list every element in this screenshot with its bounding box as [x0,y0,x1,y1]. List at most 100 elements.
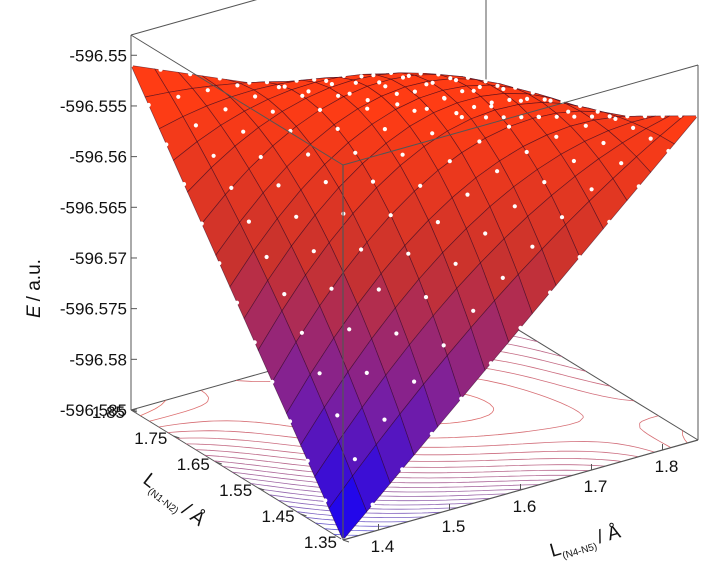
grid-point [371,73,376,78]
grid-point [211,153,216,158]
y-tick-mark [300,513,307,517]
grid-point [483,231,488,236]
grid-point [299,330,304,335]
grid-point [607,219,612,224]
grid-point [336,93,341,98]
box-edge-right-bottom [485,309,699,441]
grid-point [459,115,464,120]
grid-point [158,67,163,72]
grid-point [306,89,311,94]
x-tick-label: 1.6 [513,497,537,516]
y-tick-label: 1.85 [92,403,125,422]
y-axis-label: L(N1-N2)/ Å [137,469,209,533]
grid-point [471,88,476,93]
grid-point [483,115,489,120]
grid-point [294,214,299,219]
grid-point [205,88,210,93]
grid-point [506,124,512,129]
grid-point [525,96,530,101]
grid-point [524,149,529,155]
grid-point [376,287,381,292]
x-axis-label: L(N4-N5)/ Å [548,522,624,565]
grid-point [287,419,293,424]
grid-point [548,290,553,295]
grid-point [276,183,281,188]
grid-point [495,83,500,88]
grid-point [423,295,429,300]
y-tick-mark [258,487,265,491]
grid-point [181,182,187,187]
grid-point [229,185,234,190]
y-tick-mark [173,435,180,439]
z-axis-ticks: -596.55 -596.555 -596.56 -596.565 -596.57 -59… [60,46,137,420]
grid-point [495,169,500,174]
grid-point [430,80,435,85]
box-edge-left-bottom [130,409,344,541]
grid-point [394,91,399,96]
grid-point [306,152,311,157]
grid-point [352,457,357,462]
grid-point [448,76,453,81]
grid-point [359,247,364,252]
grid-point [648,136,653,141]
y-tick-label: 1.75 [134,429,167,448]
grid-point [477,84,482,90]
grid-point [625,114,630,119]
grid-point [264,254,269,260]
y-tick-label: 1.55 [219,481,252,500]
grid-point [454,111,459,116]
grid-point [406,251,411,256]
grid-point [435,220,440,225]
grid-points [128,63,701,543]
z-tick-label: -596.57 [69,249,127,268]
x-tick-label: 1.5 [442,517,466,536]
y-tick-label: 1.65 [177,455,210,474]
x-tick-label: 1.7 [584,477,608,496]
box-edge-back-top [130,0,258,36]
grid-point [660,113,665,119]
grid-point [501,86,506,92]
grid-point [424,106,429,111]
grid-point [536,114,542,120]
grid-point [465,192,470,197]
z-axis-label: E/ a.u. [24,259,45,318]
grid-point [436,72,441,77]
grid-point [631,125,636,130]
grid-point [530,90,535,95]
grid-point [441,343,446,348]
z-tick-label: -596.56 [69,148,127,167]
grid-point [489,100,494,105]
grid-point [566,109,571,114]
grid-point [193,123,198,128]
grid-point [217,261,222,266]
grid-point [518,325,523,330]
grid-point [418,183,423,188]
grid-point [146,102,151,108]
grid-point [471,308,476,313]
y-tick-mark [130,409,138,413]
grid-point [418,71,423,76]
grid-point [253,94,258,99]
grid-point [501,115,506,120]
grid-point [447,159,452,164]
grid-point [412,379,417,384]
grid-point [424,82,429,87]
grid-point [341,73,346,78]
grid-point [613,116,618,121]
box-edge-top-right [342,64,699,166]
grid-point [589,114,595,119]
grid-point [323,180,328,185]
grid-point [252,340,257,345]
grid-point [642,114,648,119]
grid-point [507,97,512,102]
grid-point [188,72,193,77]
z-tick-label: -596.555 [60,97,127,116]
x-tick-label: 1.8 [655,457,679,476]
grid-point [311,249,316,254]
grid-point [577,255,582,260]
grid-point [258,154,263,160]
grid-point [519,115,524,120]
grid-point [412,108,417,113]
y-tick-label: 1.35 [304,533,337,552]
